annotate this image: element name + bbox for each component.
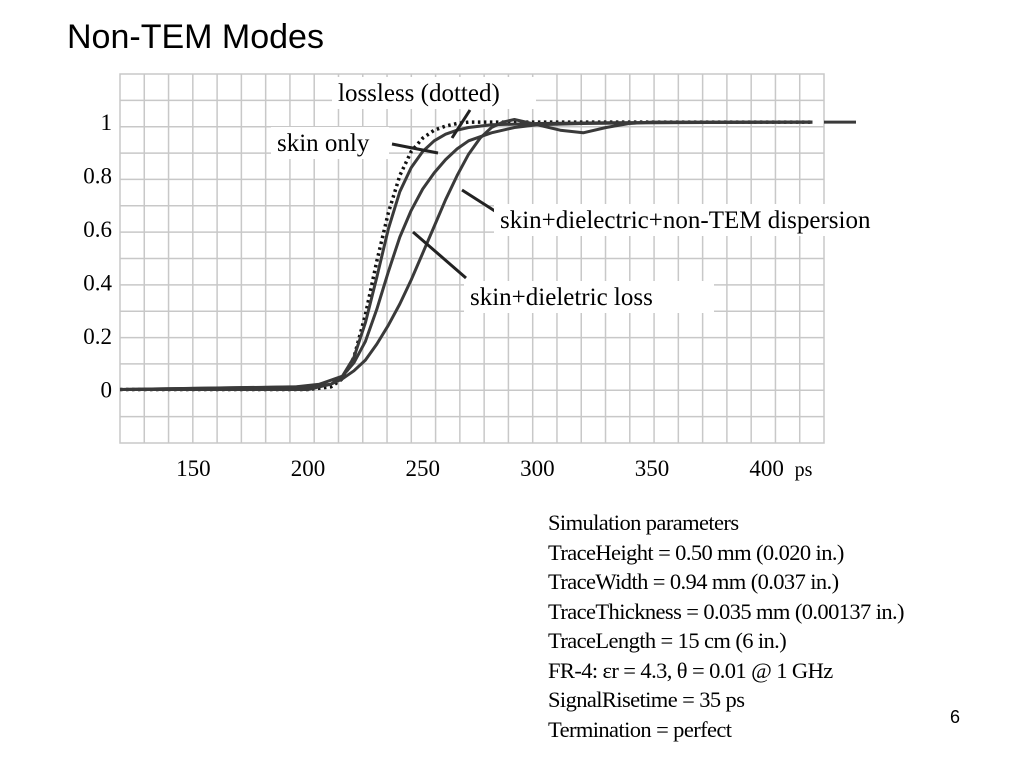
step-response-chart: 0 0.2 0.4 0.6 0.8 1 150 200 250 300 350 400 ps lossl… bbox=[83, 73, 954, 481]
annotation-leader bbox=[391, 142, 439, 155]
y-tick-label: 0.6 bbox=[83, 217, 112, 242]
y-tick-label: 0.2 bbox=[83, 324, 112, 349]
annotation-label: skin+dielectric+non-TEM dispersion bbox=[500, 207, 871, 234]
slide-title: Non-TEM Modes bbox=[67, 18, 324, 56]
annotation-leader bbox=[412, 230, 467, 280]
annotation-leader bbox=[461, 188, 499, 215]
param-trace-length: TraceLength = 15 cm (6 in.) bbox=[548, 628, 787, 653]
annotation-bg bbox=[271, 127, 389, 159]
page-number: 6 bbox=[950, 707, 961, 727]
param-trace-height: TraceHeight = 0.50 mm (0.020 in.) bbox=[548, 539, 844, 565]
x-tick-label: 400 bbox=[749, 456, 784, 481]
annotation-bg bbox=[332, 77, 536, 109]
x-tick-label: 300 bbox=[520, 456, 555, 481]
annotation-bg bbox=[494, 204, 954, 236]
x-tick-label: 350 bbox=[635, 456, 670, 481]
param-trace-thickness: TraceThickness = 0.035 mm (0.00137 in.) bbox=[548, 598, 905, 624]
annotations: lossless (dotted) skin only skin+dielectri… bbox=[271, 77, 954, 313]
series-line-1 bbox=[120, 120, 813, 392]
y-tick-label: 1 bbox=[101, 110, 113, 135]
annotation-leader bbox=[450, 109, 472, 139]
param-fr4: FR-4: εr = 4.3, θ = 0.01 @ 1 GHz bbox=[548, 657, 833, 683]
series-lines bbox=[119, 118, 856, 392]
y-tick-label: 0.4 bbox=[83, 271, 112, 296]
annotation-bg bbox=[464, 281, 714, 313]
param-risetime: SignalRisetime = 35 ps bbox=[548, 687, 745, 712]
y-tick-label: 0 bbox=[101, 378, 113, 403]
annotation-label: skin only bbox=[277, 130, 370, 157]
x-units-label: ps bbox=[795, 459, 813, 481]
x-tick-label: 200 bbox=[291, 456, 326, 481]
y-tick-label: 0.8 bbox=[83, 164, 112, 189]
annotation-label: skin+dieletric loss bbox=[470, 284, 653, 311]
parameters-title: Simulation parameters bbox=[548, 510, 739, 535]
x-tick-label: 250 bbox=[405, 456, 440, 481]
series-line-4 bbox=[120, 118, 813, 391]
simulation-parameters: Simulation parameters TraceHeight = 0.50… bbox=[548, 508, 905, 744]
param-trace-width: TraceWidth = 0.94 mm (0.037 in.) bbox=[548, 569, 839, 594]
annotation-label: lossless (dotted) bbox=[338, 80, 500, 107]
axis-labels: 0 0.2 0.4 0.6 0.8 1 150 200 250 300 350 400 ps bbox=[83, 110, 812, 481]
x-tick-label: 150 bbox=[176, 456, 211, 481]
chart-grid bbox=[119, 73, 825, 444]
series-line-3 bbox=[119, 120, 813, 391]
param-termination: Termination = perfect bbox=[548, 716, 732, 742]
